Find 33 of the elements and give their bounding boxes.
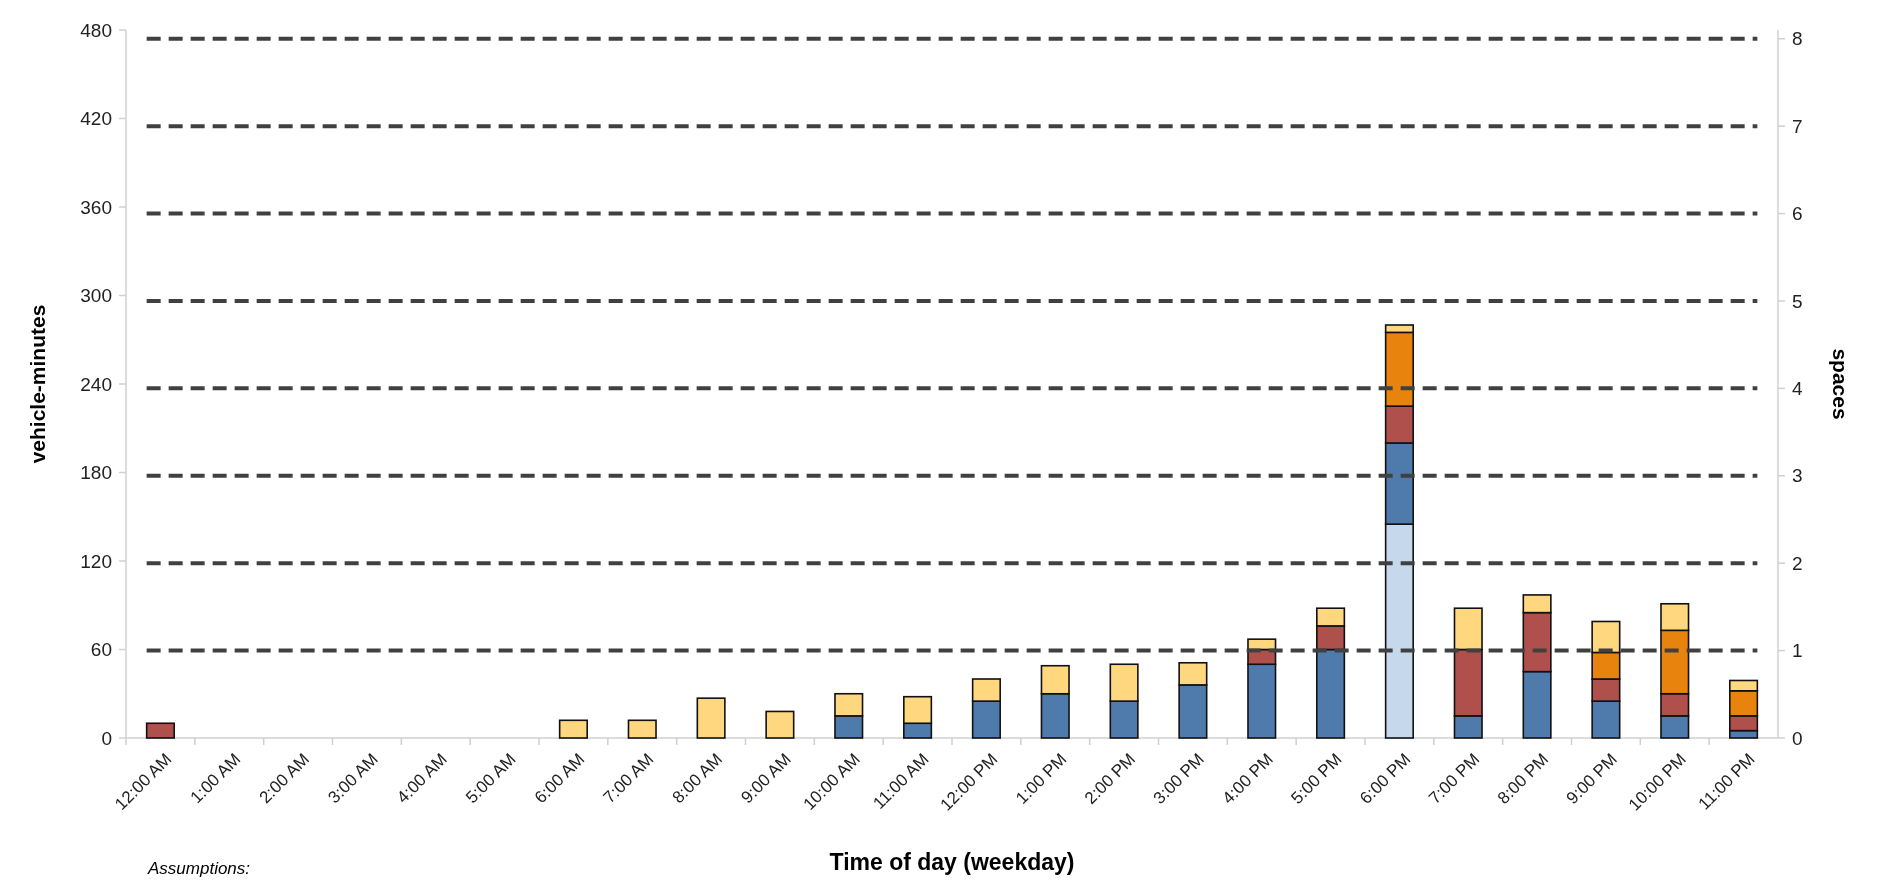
y-tick-label: 60 [90,639,112,661]
y-tick-label: 300 [80,285,112,307]
y2-axis-title: spaces [1828,348,1852,420]
bar [696,697,726,739]
bar [145,722,175,739]
y-tick-label: 240 [80,373,112,395]
y2-tick-label: 6 [1792,203,1803,225]
x-tick-label: 4:00 AM [393,749,451,808]
bar [627,719,657,739]
x-tick-label: 4:00 PM [1218,749,1277,808]
x-tick-label: 6:00 PM [1356,749,1415,808]
y2-tick-label: 7 [1792,115,1803,137]
y2-tick-label: 8 [1792,28,1803,50]
x-tick-label: 7:00 PM [1425,749,1484,808]
y-tick-label: 180 [80,462,112,484]
x-tick-label: 6:00 AM [530,749,589,808]
x-axis-title: Time of day (weekday) [829,849,1075,875]
y2-tick-label: 3 [1792,465,1803,487]
y2-tick-label: 4 [1792,378,1803,400]
y2-tick-label: 5 [1792,290,1803,312]
text: Assumptions: [147,859,251,878]
y-tick-label: 480 [80,19,112,41]
y2-tick-label: 2 [1792,552,1803,574]
bar [558,719,588,739]
y-tick-label: 420 [80,108,112,130]
y-axis-title: vehicle-minutes [26,304,50,464]
y-tick-label: 120 [80,550,112,572]
y2-tick-label: 1 [1792,640,1803,662]
bar [765,710,795,739]
y-tick-label: 0 [101,727,112,749]
y-tick-label: 360 [80,196,112,218]
x-tick-label: 7:00 AM [599,749,658,808]
y2-tick-label: 0 [1792,727,1803,749]
